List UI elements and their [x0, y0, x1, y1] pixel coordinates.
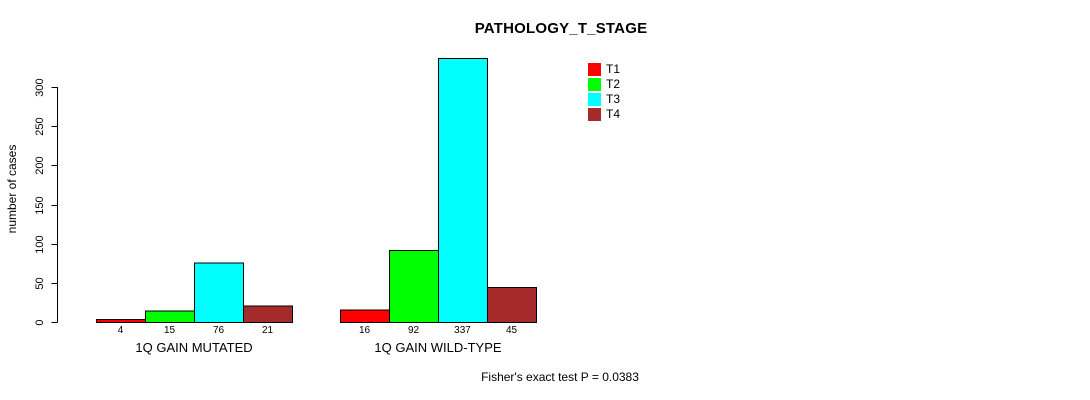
bar-t2-group1 [145, 310, 195, 323]
legend-item: T1 [588, 62, 620, 77]
bar-t1-group1 [96, 318, 146, 324]
y-tick-label: 0 [34, 319, 46, 325]
legend-label: T1 [606, 62, 621, 76]
bar-value-label: 45 [506, 325, 518, 336]
bar-value-label: 337 [454, 325, 471, 336]
legend-item: T3 [588, 92, 620, 107]
legend-label: T4 [606, 107, 621, 121]
bar-value-label: 15 [164, 325, 176, 336]
y-tick-label: 200 [34, 156, 46, 174]
legend-swatch [588, 108, 601, 121]
legend-item: T2 [588, 77, 620, 92]
x-group-label: 1Q GAIN WILD-TYPE [374, 340, 501, 355]
y-tick-label: 300 [34, 78, 46, 96]
bar-value-label: 16 [359, 325, 371, 336]
y-axis-title: number of cases [5, 145, 19, 234]
legend-swatch [588, 78, 601, 91]
bar-t4-group1 [243, 305, 293, 323]
bar-t2-group2 [389, 249, 439, 323]
bar-t3-group1 [194, 262, 244, 324]
bar-t3-group2 [438, 58, 488, 324]
x-group-label: 1Q GAIN MUTATED [135, 340, 252, 355]
legend-swatch [588, 93, 601, 106]
y-tick-label: 150 [34, 196, 46, 214]
bar-value-label: 76 [213, 325, 225, 336]
bar-value-label: 21 [262, 325, 274, 336]
legend: T1 T2 T3 T4 [588, 62, 620, 122]
y-tick-label: 100 [34, 235, 46, 253]
bar-value-label: 92 [408, 325, 420, 336]
legend-label: T2 [606, 77, 621, 91]
bar-t1-group2 [340, 309, 390, 324]
chart-title: PATHOLOGY_T_STAGE [474, 20, 648, 37]
legend-label: T3 [606, 92, 621, 106]
y-tick-label: 250 [34, 117, 46, 135]
y-tick-label: 50 [34, 277, 46, 289]
bar-value-label: 4 [118, 325, 124, 336]
annotation-text: Fisher's exact test P = 0.0383 [481, 370, 639, 384]
legend-swatch [588, 63, 601, 76]
legend-item: T4 [588, 107, 620, 122]
bar-t4-group2 [487, 286, 537, 323]
